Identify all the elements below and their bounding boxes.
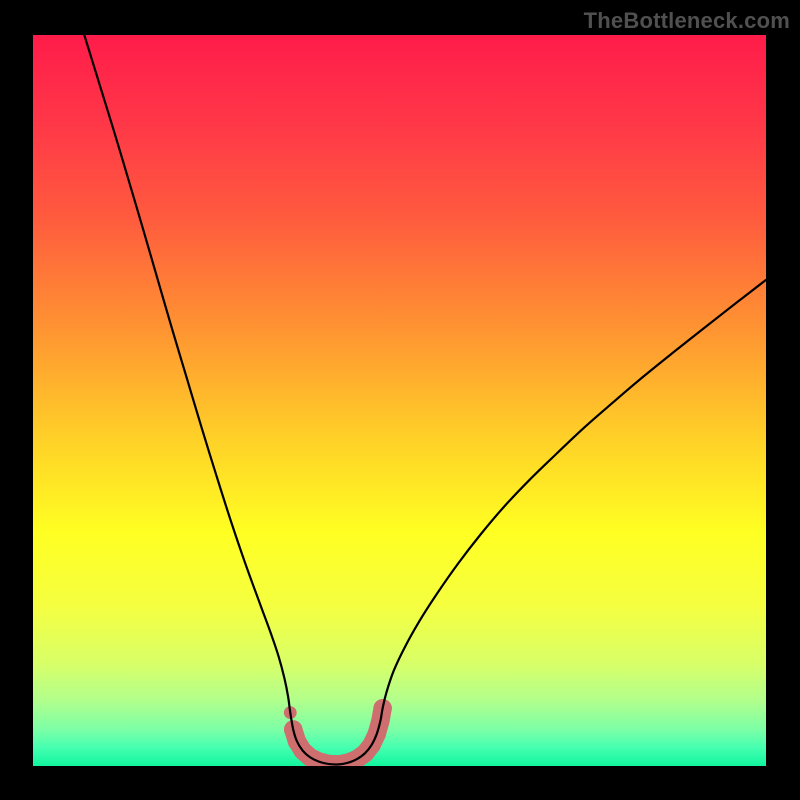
figure-root: { "watermark": { "text": "TheBottleneck.… <box>0 0 800 800</box>
watermark-text: TheBottleneck.com <box>584 8 790 34</box>
plot-area <box>33 35 766 766</box>
bottleneck-curve <box>33 35 766 766</box>
curve-path <box>84 35 766 764</box>
